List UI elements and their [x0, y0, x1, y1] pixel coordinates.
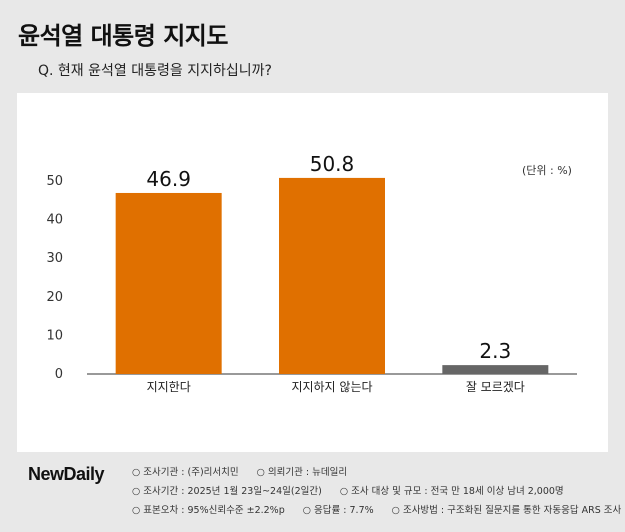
- x-category-label: 지지하지 않는다: [291, 380, 372, 394]
- info-item: ○ 표본오차 : 95%신뢰수준 ±2.2%p: [132, 505, 285, 516]
- x-category-label: 지지한다: [147, 380, 191, 394]
- y-tick-label: 10: [46, 328, 63, 343]
- info-item: ○ 조사기관 : (주)리서치민: [132, 467, 239, 478]
- info-row-2: ○ 조사기간 : 2025년 1월 23일~24일(2일간) ○ 조사 대상 및 …: [132, 482, 625, 501]
- bar-chart: 0 10 20 30 40 50 46.9 지지한다 50.8 지지하지 않는다 2.3 잘 모르겠다: [46, 152, 577, 394]
- bar: [115, 192, 222, 374]
- bar-value-label: 2.3: [479, 339, 511, 363]
- y-tick-label: 30: [46, 251, 63, 266]
- unit-label: (단위 : %): [522, 164, 572, 177]
- info-item: ○ 조사방법 : 구조화된 질문지를 통한 자동응답 ARS 조사: [391, 505, 622, 516]
- y-tick-label: 20: [46, 290, 63, 305]
- bar-value-label: 50.8: [310, 152, 355, 176]
- survey-info: ○ 조사기관 : (주)리서치민 ○ 의뢰기관 : 뉴데일리 ○ 조사기간 : 2…: [132, 463, 625, 520]
- newdaily-logo: NewDaily: [28, 464, 105, 485]
- survey-question: Q. 현재 윤석열 대통령을 지지하십니까?: [38, 63, 272, 79]
- info-row-1: ○ 조사기관 : (주)리서치민 ○ 의뢰기관 : 뉴데일리: [132, 463, 625, 482]
- info-item: ○ 조사기간 : 2025년 1월 23일~24일(2일간): [132, 486, 322, 497]
- info-item: ○ 의뢰기관 : 뉴데일리: [256, 467, 348, 478]
- info-item: ○ 응답률 : 7.7%: [302, 505, 374, 516]
- x-category-label: 잘 모르겠다: [466, 380, 525, 394]
- bar: [442, 365, 549, 374]
- y-tick-label: 0: [55, 367, 63, 382]
- logo-part1: New: [28, 464, 64, 484]
- y-tick-label: 50: [46, 174, 63, 189]
- bar: [279, 177, 385, 374]
- y-tick-label: 40: [46, 213, 63, 228]
- page-title: 윤석열 대통령 지지도: [18, 22, 228, 50]
- chart-panel: 0 10 20 30 40 50 46.9 지지한다 50.8 지지하지 않는다 2.3 잘 모르겠다…: [17, 93, 608, 452]
- bar-value-label: 46.9: [146, 167, 191, 191]
- info-item: ○ 조사 대상 및 규모 : 전국 만 18세 이상 남녀 2,000명: [339, 486, 564, 497]
- logo-part2: Daily: [63, 464, 105, 484]
- info-row-3: ○ 표본오차 : 95%신뢰수준 ±2.2%p ○ 응답률 : 7.7% ○ 조사방…: [132, 501, 625, 520]
